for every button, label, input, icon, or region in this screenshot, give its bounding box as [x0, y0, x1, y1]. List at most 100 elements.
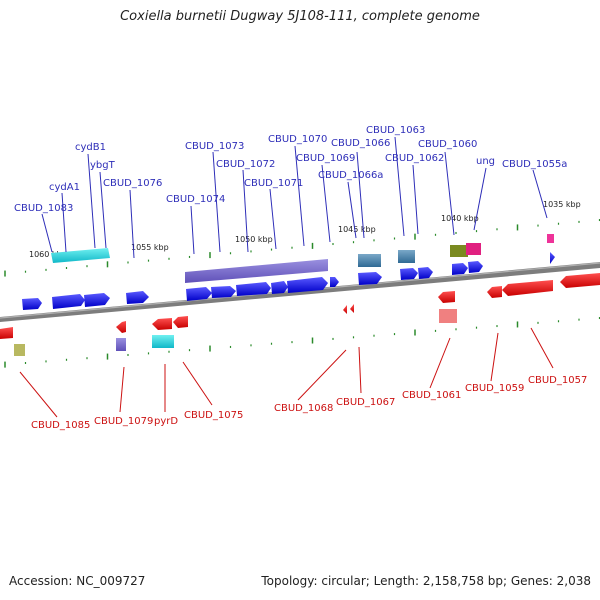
gene-label: CBUD_1071 — [244, 178, 303, 189]
leader-line — [347, 181, 357, 239]
genome-stats-text: Topology: circular; Length: 2,158,758 bp… — [261, 574, 591, 588]
gene-label: CBUD_1069 — [296, 153, 355, 164]
forward-strand-genes — [22, 252, 555, 310]
reverse-gene-arrow — [343, 305, 347, 314]
leader-line — [119, 366, 125, 413]
leader-line — [269, 188, 277, 250]
gene-label: CBUD_1085 — [31, 420, 90, 431]
kbp-label: 1050 kbp — [235, 235, 273, 244]
leader-line — [358, 346, 362, 394]
leader-line — [294, 145, 305, 247]
feature-block — [398, 250, 415, 263]
feature-block — [116, 338, 126, 351]
forward-gene-arrow — [468, 261, 483, 273]
leader-line — [394, 136, 405, 237]
kbp-label: 1045 kbp — [338, 225, 376, 234]
feature-block — [439, 309, 457, 323]
feature-block — [14, 344, 25, 356]
reverse-gene-arrow — [350, 304, 354, 313]
gene-labels-bottom: CBUD_1085 CBUD_1079 pyrD CBUD_1075 CBUD_… — [31, 375, 587, 431]
reverse-gene-arrow — [438, 291, 455, 303]
reverse-strand-genes — [0, 273, 600, 339]
leader-line — [19, 371, 58, 418]
leader-line — [444, 151, 455, 236]
kbp-label: 1040 kbp — [441, 214, 479, 223]
gene-label: cydA1 — [49, 182, 80, 193]
feature-block — [466, 243, 481, 255]
reverse-gene-arrow — [152, 318, 172, 330]
forward-gene-arrow — [330, 277, 339, 287]
reverse-gene-arrow — [116, 321, 126, 333]
forward-gene-arrow — [271, 281, 288, 294]
leader-lines-top — [41, 136, 548, 259]
leader-line — [297, 349, 347, 401]
feature-block — [450, 245, 468, 257]
gene-label: CBUD_1076 — [103, 178, 162, 189]
leader-line — [532, 169, 548, 219]
kbp-label: 1035 kbp — [543, 200, 581, 209]
leader-line — [61, 192, 67, 253]
gene-label: CBUD_1055a — [502, 159, 567, 170]
leader-lines-bottom — [19, 327, 554, 418]
kbp-label: 1060 kbp — [29, 250, 67, 259]
gene-label: CBUD_1079 — [94, 416, 153, 427]
leader-line — [41, 213, 53, 253]
forward-gene-arrow — [550, 252, 555, 264]
gene-label: CBUD_1059 — [465, 383, 524, 394]
gene-label: CBUD_1066a — [318, 170, 383, 181]
forward-gene-arrow — [452, 263, 468, 275]
gene-label: CBUD_1067 — [336, 397, 395, 408]
forward-gene-arrow — [126, 291, 149, 304]
leader-line — [129, 189, 135, 259]
tick-row-top — [4, 219, 600, 277]
forward-gene-arrow — [84, 293, 110, 307]
gene-label: CBUD_1075 — [184, 410, 243, 421]
leader-line — [473, 167, 487, 231]
reverse-gene-arrow — [487, 286, 502, 298]
forward-gene-arrow — [287, 277, 328, 293]
forward-gene-arrow — [236, 282, 271, 296]
leader-line — [412, 164, 419, 235]
leader-line — [242, 169, 249, 253]
reverse-gene-arrow — [0, 327, 13, 339]
forward-gene-arrow — [211, 286, 236, 298]
gene-label: CBUD_1057 — [528, 375, 587, 386]
leader-line — [530, 327, 554, 369]
forward-gene-arrow — [400, 268, 418, 280]
gene-label: cydB1 — [75, 142, 106, 153]
leader-line — [87, 153, 96, 249]
feature-block — [152, 335, 174, 348]
reverse-gene-arrow — [173, 316, 188, 328]
gene-label: pyrD — [154, 416, 178, 427]
accession-text: Accession: NC_009727 — [9, 574, 146, 588]
forward-gene-arrow — [22, 298, 42, 310]
gene-label: ybgT — [90, 160, 116, 171]
tick-row-bottom — [4, 317, 600, 368]
feature-track-top — [51, 234, 554, 283]
leader-line — [356, 151, 365, 239]
gene-label: CBUD_1074 — [166, 194, 225, 205]
forward-gene-arrow — [418, 267, 433, 279]
kbp-label: 1055 kbp — [131, 243, 169, 252]
leader-line — [182, 361, 213, 406]
feature-block — [547, 234, 554, 243]
forward-gene-arrow — [52, 294, 85, 309]
feature-block — [358, 254, 381, 267]
gene-label: CBUD_1070 — [268, 134, 327, 145]
gene-label: CBUD_1072 — [216, 159, 275, 170]
gene-label: CBUD_1083 — [14, 203, 73, 214]
feature-block — [185, 259, 328, 283]
leader-line — [212, 151, 221, 253]
leader-line — [190, 205, 195, 255]
gene-labels-top: CBUD_1083 cydA1 cydB1 ybgT CBUD_1076 CBU… — [14, 125, 567, 214]
gene-label: CBUD_1068 — [274, 403, 333, 414]
gene-label: CBUD_1073 — [185, 141, 244, 152]
gene-label: CBUD_1062 — [385, 153, 444, 164]
forward-gene-arrow — [186, 287, 212, 301]
gene-label: CBUD_1061 — [402, 390, 461, 401]
kbp-scale: 1060 kbp 1055 kbp 1050 kbp 1045 kbp 1040… — [29, 200, 581, 259]
reverse-gene-arrow — [502, 280, 553, 296]
gene-label: CBUD_1063 — [366, 125, 425, 136]
gene-label: CBUD_1066 — [331, 138, 390, 149]
